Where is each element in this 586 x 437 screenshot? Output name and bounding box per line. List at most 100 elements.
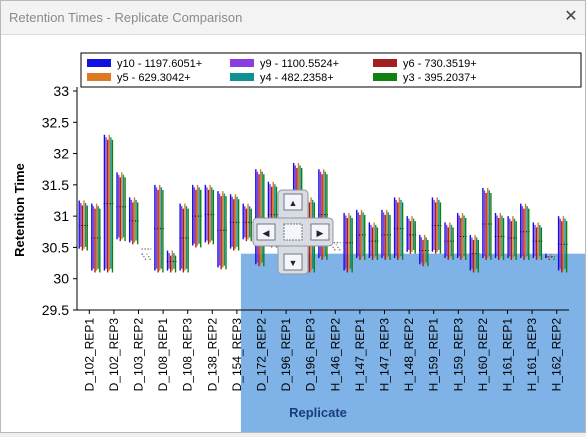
series-bar[interactable] <box>381 209 383 259</box>
series-bar[interactable] <box>147 256 150 258</box>
series-bar[interactable] <box>122 174 125 238</box>
series-bar[interactable] <box>136 202 139 245</box>
series-bar[interactable] <box>540 227 543 260</box>
series-bar[interactable] <box>463 215 465 257</box>
series-bar[interactable] <box>523 208 525 260</box>
series-bar[interactable] <box>520 203 522 259</box>
series-bar[interactable] <box>447 227 449 260</box>
series-bar[interactable] <box>371 227 374 260</box>
series-bar[interactable] <box>537 222 539 259</box>
series-bar[interactable] <box>384 214 386 260</box>
series-bar[interactable] <box>135 199 137 241</box>
series-bar[interactable] <box>507 216 509 259</box>
series-bar[interactable] <box>196 184 199 246</box>
series-bar[interactable] <box>434 202 437 254</box>
series-bar[interactable] <box>471 237 473 269</box>
series-bar[interactable] <box>335 244 338 246</box>
series-bar[interactable] <box>557 216 560 271</box>
series-bar[interactable] <box>323 169 325 259</box>
series-bar[interactable] <box>105 137 107 269</box>
series-bar[interactable] <box>406 216 408 252</box>
series-bar[interactable] <box>393 197 396 259</box>
series-bar[interactable] <box>245 208 248 242</box>
series-bar[interactable] <box>375 224 377 257</box>
series-bar[interactable] <box>359 214 361 260</box>
series-bar[interactable] <box>236 196 238 247</box>
series-bar[interactable] <box>397 202 399 260</box>
series-bar[interactable] <box>387 212 390 257</box>
series-bar[interactable] <box>155 187 158 269</box>
series-bar[interactable] <box>490 192 492 260</box>
series-bar[interactable] <box>526 206 528 257</box>
series-bar[interactable] <box>425 237 427 263</box>
series-bar[interactable] <box>512 216 514 259</box>
series-bar[interactable] <box>86 205 88 251</box>
series-bar[interactable] <box>395 199 397 257</box>
series-bar[interactable] <box>534 224 536 257</box>
series-bar[interactable] <box>464 218 467 260</box>
series-bar[interactable] <box>267 181 270 246</box>
series-bar[interactable] <box>334 249 336 251</box>
series-bar[interactable] <box>81 205 84 251</box>
series-bar[interactable] <box>84 203 87 247</box>
series-bar[interactable] <box>423 234 426 265</box>
pan-center-button[interactable] <box>283 223 303 241</box>
series-bar[interactable] <box>141 253 143 255</box>
selection-region[interactable] <box>240 253 585 432</box>
series-bar[interactable] <box>513 218 516 257</box>
series-bar[interactable] <box>218 193 221 266</box>
series-bar[interactable] <box>411 216 413 252</box>
pan-down-button[interactable] <box>283 253 303 271</box>
series-bar[interactable] <box>222 191 224 268</box>
series-bar[interactable] <box>231 196 233 247</box>
series-bar[interactable] <box>94 208 96 273</box>
series-bar[interactable] <box>185 206 188 269</box>
series-bar[interactable] <box>274 184 276 244</box>
series-bar[interactable] <box>485 192 487 260</box>
series-bar[interactable] <box>400 199 402 257</box>
series-bar[interactable] <box>515 221 517 260</box>
series-bar[interactable] <box>376 227 379 260</box>
series-bar[interactable] <box>223 193 226 266</box>
series-bar[interactable] <box>502 218 505 260</box>
series-bar[interactable] <box>509 218 511 257</box>
series-bar[interactable] <box>548 258 550 260</box>
series-bar[interactable] <box>422 239 424 267</box>
series-bar[interactable] <box>439 202 442 254</box>
series-bar[interactable] <box>247 203 249 240</box>
series-bar[interactable] <box>99 208 101 273</box>
series-bar[interactable] <box>237 199 240 251</box>
series-bar[interactable] <box>501 215 503 257</box>
series-bar[interactable] <box>412 218 415 250</box>
series-bar[interactable] <box>217 191 219 268</box>
series-bar[interactable] <box>80 203 82 247</box>
series-bar[interactable] <box>170 255 172 273</box>
series-bar[interactable] <box>206 187 208 241</box>
series-bar[interactable] <box>198 187 200 244</box>
series-bar[interactable] <box>488 190 491 257</box>
series-bar[interactable] <box>545 253 547 259</box>
series-bar[interactable] <box>433 199 435 250</box>
series-bar[interactable] <box>119 177 121 242</box>
series-bar[interactable] <box>351 218 353 273</box>
series-bar[interactable] <box>456 213 459 259</box>
series-bar[interactable] <box>356 209 358 259</box>
series-bar[interactable] <box>160 187 163 269</box>
series-bar[interactable] <box>535 227 538 260</box>
series-bar[interactable] <box>445 224 448 257</box>
series-bar[interactable] <box>477 239 479 273</box>
series-bar[interactable] <box>321 174 323 260</box>
series-bar[interactable] <box>162 189 164 273</box>
series-bar[interactable] <box>389 214 391 260</box>
series-bar[interactable] <box>496 215 498 257</box>
series-bar[interactable] <box>532 222 535 259</box>
series-bar[interactable] <box>524 203 527 259</box>
series-bar[interactable] <box>357 212 360 257</box>
series-bar[interactable] <box>559 218 561 269</box>
series-bar[interactable] <box>346 218 349 273</box>
series-bar[interactable] <box>229 194 232 249</box>
series-bar[interactable] <box>110 137 112 269</box>
series-bar[interactable] <box>431 197 434 252</box>
close-icon[interactable]: ✕ <box>564 8 578 25</box>
series-bar[interactable] <box>275 186 278 248</box>
